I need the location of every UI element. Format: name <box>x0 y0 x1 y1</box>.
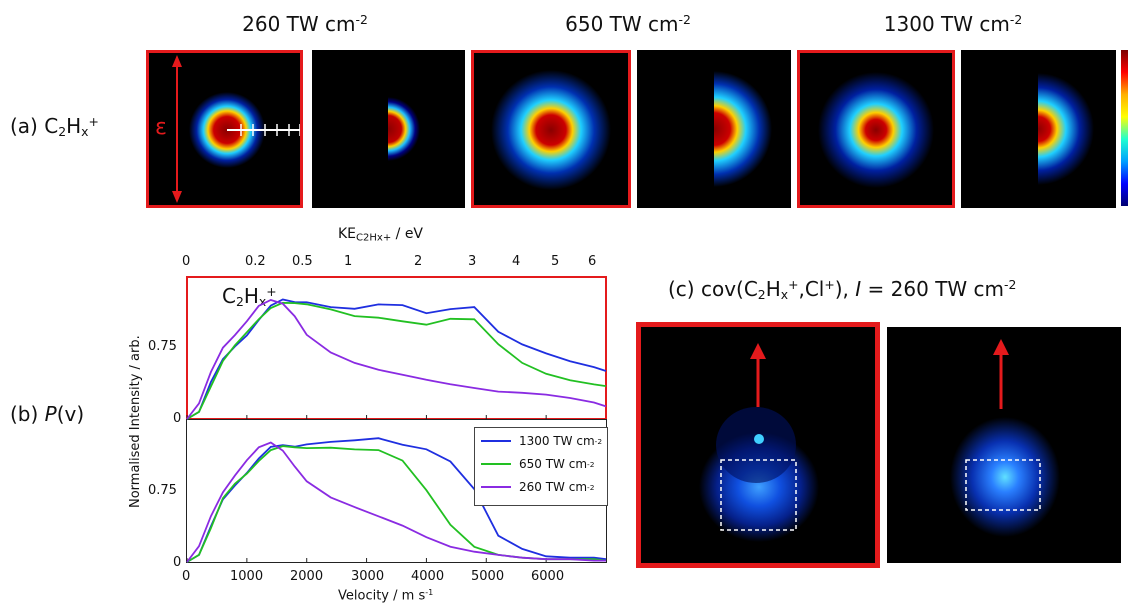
toptick-2: 2 <box>414 254 423 269</box>
ytick-bot-075: 0.75 <box>148 483 177 498</box>
xtick-6000: 6000 <box>531 569 565 584</box>
panel-a-label: (a) C2Hx+ <box>10 114 99 140</box>
toptick-4: 4 <box>512 254 521 269</box>
x-axis-label: Velocity / m s-1 <box>338 588 434 604</box>
top-axis-label: KEC2Hx+ / eV <box>338 226 424 244</box>
image-650-raw <box>471 50 631 208</box>
series-line-0-1 <box>186 301 607 420</box>
image-650-processed <box>637 50 791 208</box>
xtick-4000: 4000 <box>411 569 445 584</box>
toptick-02: 0.2 <box>245 254 266 269</box>
legend: 1300 TW cm -2 650 TW cm -2 260 TW cm -2 <box>474 427 608 506</box>
series-line-0-2 <box>186 299 607 420</box>
legend-item-650: 650 TW cm -2 <box>481 457 594 471</box>
ytick-top-075: 0.75 <box>148 339 177 354</box>
epsilon-label: ε <box>155 115 167 140</box>
series-line-1-2 <box>186 441 606 563</box>
toptick-6: 6 <box>588 254 597 269</box>
ytick-top-0: 0 <box>173 411 182 426</box>
header-1300: 1300 TW cm-2 <box>883 12 1023 36</box>
image-260-processed <box>312 50 465 208</box>
toptick-1: 1 <box>344 254 353 269</box>
image-260-raw: ε <box>146 50 303 208</box>
covariance-processed-image <box>887 327 1121 563</box>
species-label: C2Hx+ <box>222 284 277 310</box>
header-650: 650 TW cm-2 <box>565 12 691 36</box>
xtick-1000: 1000 <box>230 569 264 584</box>
xtick-5000: 5000 <box>471 569 505 584</box>
ytick-bot-0: 0 <box>173 555 182 570</box>
xtick-3000: 3000 <box>351 569 385 584</box>
toptick-5: 5 <box>551 254 560 269</box>
legend-item-1300: 1300 TW cm -2 <box>481 434 602 448</box>
colorbar <box>1121 50 1128 206</box>
covariance-raw-image <box>636 322 880 568</box>
toptick-05: 0.5 <box>292 254 313 269</box>
header-260: 260 TW cm-2 <box>242 12 368 36</box>
image-1300-raw <box>797 50 955 208</box>
series-line-1-0 <box>186 437 607 563</box>
xtick-0: 0 <box>182 569 191 584</box>
legend-item-260: 260 TW cm -2 <box>481 480 594 494</box>
toptick-0: 0 <box>182 254 191 269</box>
panel-c-label: (c) cov(C2Hx+,Cl+), I = 260 TW cm-2 <box>668 277 1017 303</box>
xtick-2000: 2000 <box>290 569 324 584</box>
toptick-3: 3 <box>468 254 477 269</box>
panel-b-label: (b) P(v) <box>10 402 85 426</box>
image-1300-processed <box>961 50 1116 208</box>
